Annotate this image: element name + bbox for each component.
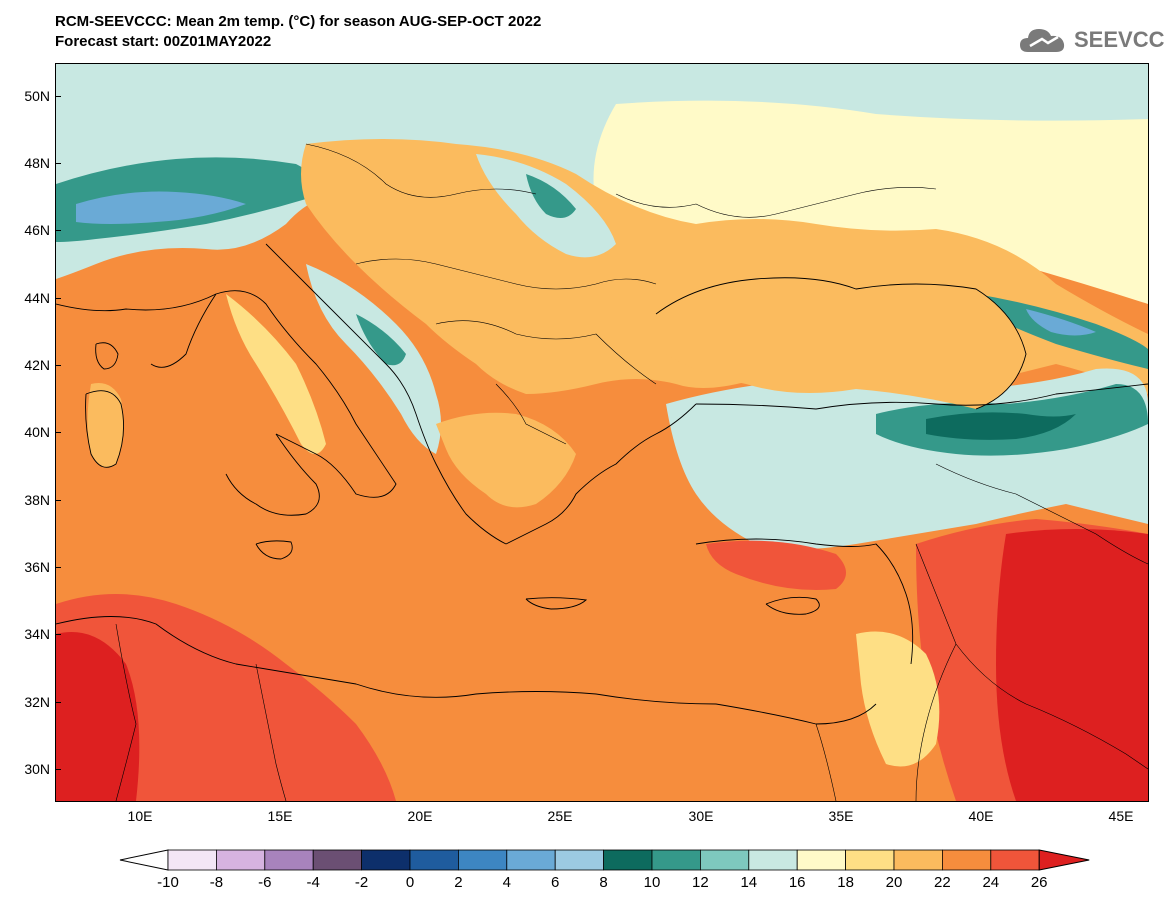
colorbar-tick-label: 26 bbox=[1030, 874, 1048, 891]
colorbar-high-arrow bbox=[1038, 849, 1090, 871]
lat-tick bbox=[55, 298, 61, 299]
colorbar-swatch bbox=[942, 849, 992, 871]
apennine-mild bbox=[226, 294, 326, 454]
logo-text: SEEVCCC bbox=[1074, 27, 1165, 52]
colorbar-tick-label: -2 bbox=[354, 874, 369, 891]
lat-tick bbox=[55, 702, 61, 703]
lat-label-32N: 32N bbox=[24, 694, 50, 710]
colorbar-tick-label: -6 bbox=[258, 874, 272, 891]
colorbar bbox=[119, 849, 1090, 871]
lat-label-34N: 34N bbox=[24, 626, 50, 642]
lat-tick bbox=[55, 365, 61, 366]
colorbar-swatch bbox=[603, 849, 653, 871]
colorbar-swatch bbox=[264, 849, 314, 871]
north-africa-hot bbox=[56, 594, 396, 801]
title-line-2: Forecast start: 00Z01MAY2022 bbox=[55, 33, 272, 50]
colorbar-tick-label: 2 bbox=[454, 874, 463, 891]
cloud-icon bbox=[1020, 29, 1065, 52]
caucasus-core bbox=[1026, 309, 1096, 336]
lon-label-40E: 40E bbox=[968, 808, 994, 824]
lat-tick bbox=[55, 96, 61, 97]
lat-label-50N: 50N bbox=[24, 88, 50, 104]
colorbar-low-arrow bbox=[119, 849, 169, 871]
anatolia-darkest bbox=[926, 412, 1076, 440]
lat-label-38N: 38N bbox=[24, 492, 50, 508]
lon-label-15E: 15E bbox=[267, 808, 293, 824]
colorbar-swatch bbox=[700, 849, 750, 871]
colorbar-tick-label: 20 bbox=[885, 874, 903, 891]
colorbar-tick-label: 4 bbox=[502, 874, 511, 891]
colorbar-tick-label: 22 bbox=[934, 874, 951, 891]
colorbar-tick-label: 18 bbox=[837, 874, 854, 891]
lat-label-40N: 40N bbox=[24, 424, 50, 440]
lat-tick bbox=[55, 634, 61, 635]
colorbar-swatch bbox=[554, 849, 605, 871]
colorbar-tick-label: 12 bbox=[692, 874, 709, 891]
lat-tick bbox=[55, 500, 61, 501]
title-line-1: RCM-SEEVCCC: Mean 2m temp. (°C) for seas… bbox=[55, 13, 542, 30]
colorbar-tick-label: -10 bbox=[157, 874, 179, 891]
coastlines bbox=[56, 243, 1148, 725]
lat-tick bbox=[55, 567, 61, 568]
lon-label-10E: 10E bbox=[127, 808, 153, 824]
colorbar-tick-label: 0 bbox=[405, 874, 415, 891]
colorbar-swatch bbox=[409, 849, 459, 871]
colorbar-swatch bbox=[215, 849, 266, 871]
colorbar-swatch bbox=[167, 849, 217, 871]
colorbar-swatch bbox=[312, 849, 363, 871]
colorbar-swatch bbox=[457, 849, 508, 871]
lat-label-44N: 44N bbox=[24, 290, 50, 306]
seevccc-logo: SEEVCCC bbox=[1018, 24, 1165, 56]
colorbar-swatch bbox=[651, 849, 701, 871]
carpathian-core bbox=[526, 174, 576, 218]
country-borders bbox=[115, 143, 1148, 801]
black-sea bbox=[656, 277, 1026, 409]
lon-label-30E: 30E bbox=[688, 808, 714, 824]
colorbar-swatch bbox=[748, 849, 798, 871]
colorbar-swatch bbox=[506, 849, 556, 871]
lat-tick bbox=[55, 432, 61, 433]
lat-label-42N: 42N bbox=[24, 357, 50, 373]
colorbar-tick-label: -8 bbox=[209, 874, 224, 891]
levant-mild bbox=[856, 631, 940, 767]
alps-core bbox=[76, 191, 246, 224]
sardinia bbox=[87, 383, 124, 468]
colorbar-tick-label: 14 bbox=[740, 874, 758, 891]
map-title: RCM-SEEVCCC: Mean 2m temp. (°C) for seas… bbox=[55, 12, 541, 52]
colorbar-tick-label: -4 bbox=[306, 874, 320, 891]
lon-label-35E: 35E bbox=[828, 808, 854, 824]
lon-label-20E: 20E bbox=[407, 808, 433, 824]
arabia-hottest bbox=[996, 529, 1148, 801]
colorbar-swatch bbox=[893, 849, 943, 871]
map-canvas bbox=[56, 64, 1148, 801]
lat-tick bbox=[55, 230, 61, 231]
temperature-map bbox=[55, 63, 1149, 802]
libya-hottest bbox=[56, 632, 140, 801]
colorbar-swatch bbox=[796, 849, 847, 871]
greece-mild bbox=[436, 412, 576, 508]
colorbar-swatch bbox=[361, 849, 411, 871]
lat-tick bbox=[55, 769, 61, 770]
lon-label-45E: 45E bbox=[1108, 808, 1134, 824]
colorbar-swatch bbox=[990, 849, 1040, 871]
lat-label-46N: 46N bbox=[24, 222, 50, 238]
colorbar-tick-label: 6 bbox=[551, 874, 560, 891]
colorbar-tick-label: 16 bbox=[788, 874, 806, 891]
lat-label-48N: 48N bbox=[24, 155, 50, 171]
anatolia-south-hot bbox=[706, 540, 846, 590]
lat-label-36N: 36N bbox=[24, 559, 50, 575]
dinaric-cool bbox=[306, 264, 441, 454]
dinaric-core bbox=[356, 314, 406, 366]
colorbar-tick-label: 10 bbox=[643, 874, 661, 891]
lon-label-25E: 25E bbox=[547, 808, 573, 824]
colorbar-tick-label: 8 bbox=[599, 874, 608, 891]
colorbar-swatch bbox=[845, 849, 895, 871]
colorbar-tick-label: 24 bbox=[982, 874, 1000, 891]
lat-tick bbox=[55, 163, 61, 164]
lat-label-30N: 30N bbox=[24, 761, 50, 777]
